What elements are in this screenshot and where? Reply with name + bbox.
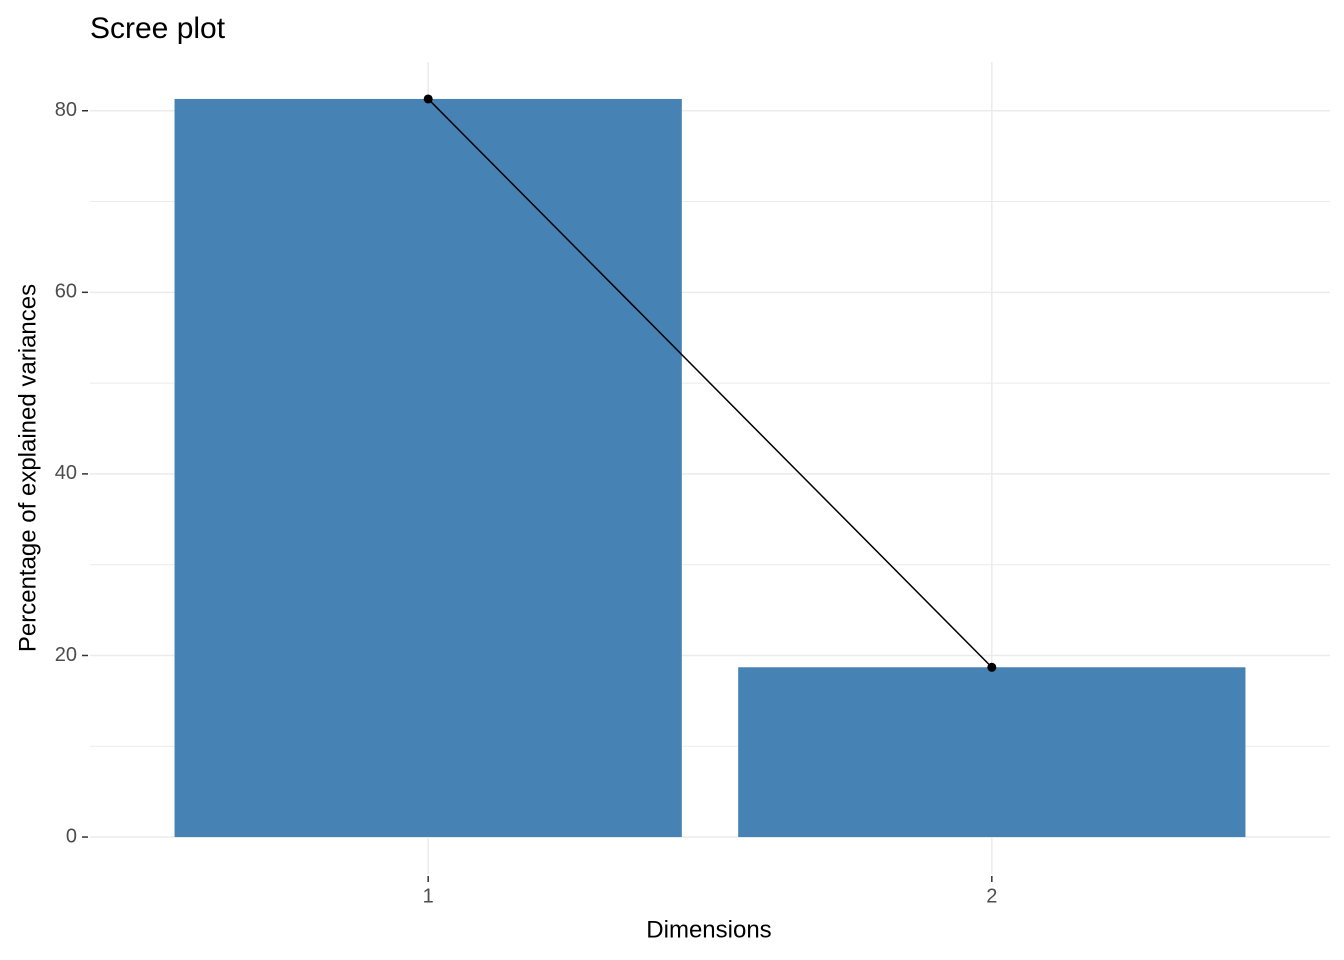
y-tick-label: 0 [66, 825, 77, 847]
point [987, 662, 997, 672]
y-tick-label: 60 [55, 281, 77, 303]
x-axis-title: Dimensions [646, 916, 771, 943]
x-tick-label: 1 [423, 885, 434, 907]
line [427, 98, 993, 668]
y-tick-label: 80 [55, 99, 77, 121]
bar [738, 667, 1246, 838]
y-tick-label: 40 [55, 462, 77, 484]
chart-title: Scree plot [90, 12, 226, 45]
point [423, 94, 433, 104]
y-tick-label: 20 [55, 644, 77, 666]
y-axis-title: Percentage of explained variances [14, 284, 41, 652]
bar [174, 98, 682, 838]
x-tick-label: 2 [986, 885, 997, 907]
